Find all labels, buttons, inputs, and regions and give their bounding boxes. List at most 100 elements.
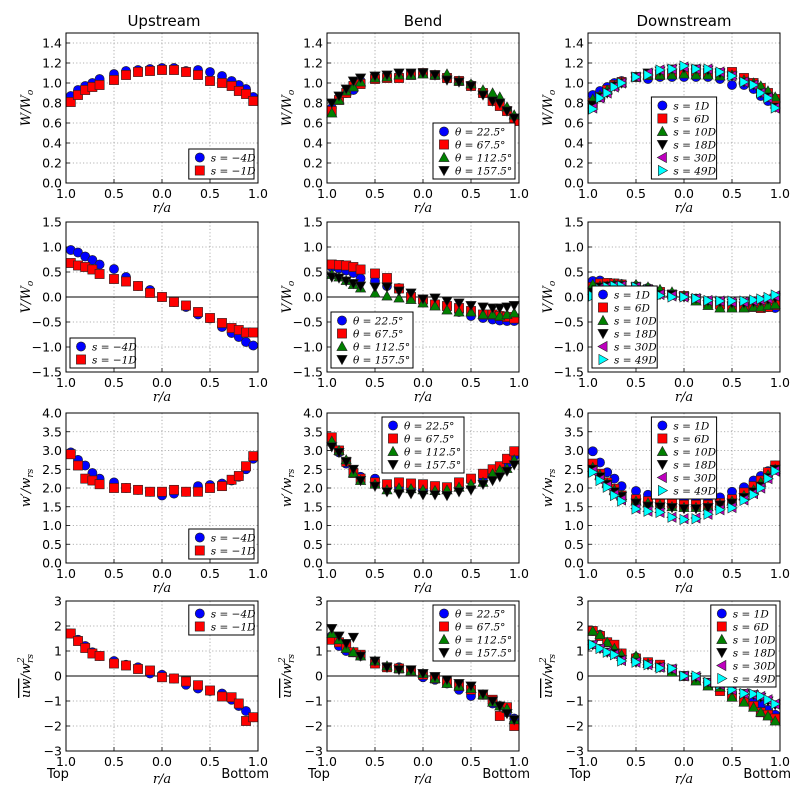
legend-marker bbox=[337, 328, 347, 339]
data-point bbox=[326, 98, 338, 109]
y-tick-label: 0.4 bbox=[303, 136, 323, 151]
x-tick-label: 1.0 bbox=[56, 375, 76, 390]
y-tick-label: 0.4 bbox=[564, 136, 584, 151]
x-tick-label: 0.5 bbox=[626, 375, 646, 390]
legend-marker bbox=[194, 165, 205, 176]
y-tick-label: 1.0 bbox=[303, 240, 323, 255]
y-tick-label: 0.2 bbox=[564, 156, 584, 171]
y-axis-label-part: W/W bbox=[19, 94, 34, 127]
y-tick-label: 1.5 bbox=[42, 499, 62, 514]
y-tick-label: 0.5 bbox=[42, 537, 62, 552]
data-point bbox=[715, 66, 726, 78]
y-axis-label-part: uw bbox=[280, 678, 295, 698]
y-tick-label: 3.5 bbox=[42, 424, 62, 439]
y-tick-label: 0.8 bbox=[42, 96, 62, 111]
legend-marker bbox=[657, 164, 669, 177]
y-tick-label: −1 bbox=[566, 694, 584, 709]
y-tick-label: −2 bbox=[566, 719, 584, 734]
data-point bbox=[655, 506, 666, 518]
x-tick-label: 0.5 bbox=[200, 186, 220, 201]
panel-upstream-2: 1.0 0.5 0.0 0.5 1.0−1.5−1.0−0.50.00.51.01.5r… bbox=[19, 215, 268, 406]
data-point bbox=[453, 298, 465, 309]
data-point bbox=[715, 295, 726, 307]
y-tick-label: 0 bbox=[576, 669, 584, 684]
y-tick-label: 2 bbox=[54, 619, 62, 634]
data-point bbox=[769, 715, 781, 726]
data-point bbox=[429, 490, 441, 501]
x-tick-label: 0.0 bbox=[674, 186, 694, 201]
legend-label: θ = 112.5° bbox=[353, 342, 410, 354]
data-point bbox=[587, 625, 599, 636]
legend-label: θ = 67.5° bbox=[353, 329, 403, 341]
legend-label: s = 1D bbox=[673, 421, 710, 433]
data-point bbox=[643, 69, 654, 81]
data-point bbox=[145, 486, 155, 497]
y-tick-label: 0.0 bbox=[303, 556, 323, 571]
legend-label: s = 49D bbox=[614, 355, 657, 367]
data-point bbox=[354, 281, 367, 292]
y-tick-label: 3 bbox=[576, 594, 584, 609]
data-point bbox=[703, 508, 714, 520]
y-tick-label: 1.2 bbox=[303, 56, 323, 71]
data-point bbox=[369, 481, 381, 492]
data-point bbox=[501, 106, 513, 117]
y-tick-label: 1.0 bbox=[564, 76, 584, 91]
data-point bbox=[508, 460, 520, 471]
legend-label: s = −1D bbox=[211, 166, 256, 178]
y-tick-label: −0.5 bbox=[293, 315, 323, 330]
data-point bbox=[226, 81, 237, 91]
legend: θ = 22.5°θ = 67.5°θ = 112.5°θ = 157.5° bbox=[381, 416, 465, 474]
data-point bbox=[756, 690, 767, 702]
data-point bbox=[326, 442, 338, 453]
x-axis-label: r/a bbox=[153, 772, 171, 787]
data-point bbox=[333, 447, 345, 459]
x-axis-label: r/a bbox=[414, 390, 432, 405]
data-point bbox=[157, 672, 167, 683]
axes-frame bbox=[326, 221, 520, 373]
legend-label: s = 30D bbox=[733, 661, 776, 673]
data-point bbox=[73, 90, 83, 100]
series-triangle-right bbox=[588, 60, 781, 115]
bottom-end-label: Bottom bbox=[482, 767, 530, 782]
x-tick-label: 1.0 bbox=[56, 186, 76, 201]
data-point bbox=[157, 292, 167, 302]
legend-marker bbox=[716, 633, 728, 644]
data-point bbox=[241, 461, 251, 472]
y-tick-label: 1 bbox=[576, 644, 584, 659]
data-point bbox=[494, 472, 506, 483]
legend: s = −4Ds = −1D bbox=[188, 528, 256, 560]
legend-label: s = 18D bbox=[673, 460, 716, 472]
data-point bbox=[739, 76, 750, 88]
data-point bbox=[501, 302, 513, 313]
y-axis-label: w′/wrs bbox=[19, 468, 36, 507]
data-point bbox=[217, 318, 227, 328]
legend-marker bbox=[336, 340, 348, 351]
data-point bbox=[727, 70, 738, 82]
legend-label: s = −1D bbox=[92, 355, 137, 367]
data-point bbox=[588, 466, 599, 478]
y-axis-label-part: W/W bbox=[541, 94, 556, 127]
data-point bbox=[109, 658, 119, 669]
data-point bbox=[465, 81, 477, 92]
data-point bbox=[602, 481, 613, 493]
data-point bbox=[691, 63, 702, 75]
y-tick-label: 0.0 bbox=[303, 176, 323, 191]
data-point bbox=[169, 673, 179, 684]
data-point bbox=[667, 63, 678, 75]
legend-label: θ = 22.5° bbox=[455, 127, 505, 139]
y-tick-label: −0.5 bbox=[554, 315, 584, 330]
data-point bbox=[121, 660, 131, 671]
data-point bbox=[333, 631, 345, 642]
data-point bbox=[217, 691, 227, 702]
data-point bbox=[703, 63, 714, 75]
y-tick-label: 1.0 bbox=[303, 76, 323, 91]
y-tick-label: 1.4 bbox=[564, 36, 584, 51]
data-point bbox=[157, 65, 167, 75]
axes-frame bbox=[587, 412, 781, 564]
y-tick-label: 1 bbox=[315, 644, 323, 659]
data-point bbox=[355, 264, 366, 275]
data-point bbox=[763, 694, 774, 706]
legend-marker bbox=[387, 460, 399, 471]
y-tick-label: 0 bbox=[315, 669, 323, 684]
y-tick-label: −1.0 bbox=[554, 340, 584, 355]
